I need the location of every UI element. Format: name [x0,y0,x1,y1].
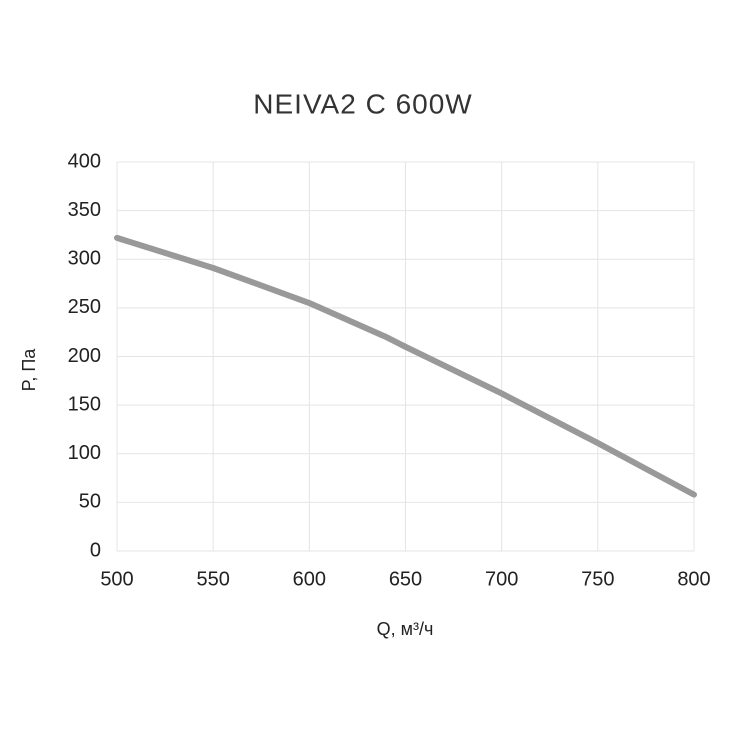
x-tick-label: 600 [293,568,326,590]
y-tick-label: 200 [68,345,101,367]
y-tick-label: 50 [79,491,101,513]
x-tick-label: 800 [677,568,710,590]
x-tick-label: 750 [581,568,614,590]
x-tick-label: 650 [389,568,422,590]
series-line [114,234,697,498]
y-tick-label: 250 [68,296,101,318]
chart-title: NEIVA2 C 600W [253,88,472,119]
y-axis-label: P, Па [19,348,39,392]
y-tick-label: 350 [68,199,101,221]
y-tick-label: 0 [90,539,101,561]
x-tick-label: 700 [485,568,518,590]
x-tick-label: 500 [100,568,133,590]
x-tick-label: 550 [196,568,229,590]
y-tick-label: 400 [68,150,101,172]
y-tick-label: 300 [68,248,101,270]
y-tick-label: 150 [68,393,101,415]
x-axis-label: Q, м³/ч [377,619,434,639]
y-tick-label: 100 [68,442,101,464]
